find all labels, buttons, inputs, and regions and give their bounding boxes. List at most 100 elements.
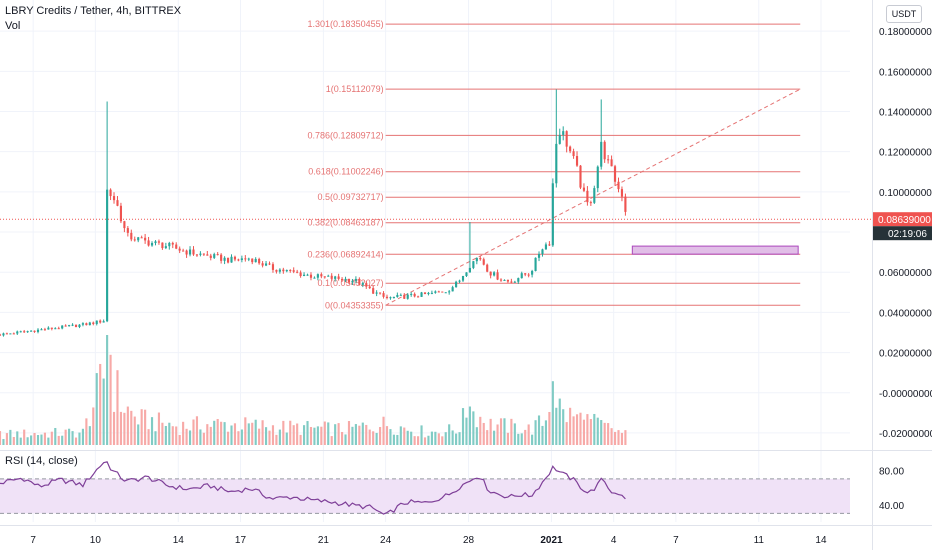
- candle-body: [106, 189, 109, 322]
- volume-bar: [226, 431, 230, 445]
- candle-body: [572, 151, 575, 157]
- volume-bar: [202, 432, 205, 445]
- volume-bar: [524, 429, 527, 445]
- candle-body: [420, 292, 423, 297]
- candle-body: [396, 294, 399, 297]
- volume-bar: [313, 427, 316, 445]
- candle-body: [448, 291, 451, 293]
- volume-bar: [285, 432, 288, 445]
- candle-body: [341, 278, 344, 281]
- currency-button[interactable]: USDT: [886, 5, 922, 23]
- candle-body: [95, 320, 98, 324]
- time-tick-label: 4: [611, 535, 617, 546]
- fibonacci-retracement[interactable]: 0(0.04353355) 0.1(0.05452027) 0.236(0.0689…: [308, 19, 801, 310]
- volume-bar: [337, 423, 340, 445]
- volume-bar: [503, 418, 506, 445]
- time-tick-label: 10: [90, 535, 102, 546]
- volume-bar: [534, 420, 537, 445]
- volume-bar: [240, 429, 243, 445]
- candle-body: [150, 243, 154, 246]
- volume-bar: [302, 425, 306, 445]
- candle-body: [268, 263, 271, 265]
- candle-body: [603, 141, 606, 160]
- candle-body: [36, 329, 40, 332]
- candle-body: [506, 279, 509, 282]
- volume-bar: [123, 412, 126, 445]
- volume-bar: [0, 431, 2, 445]
- candle-body: [57, 328, 60, 330]
- fib-level-label: 1.301(0.18350455): [308, 19, 384, 29]
- volume-bar: [5, 433, 8, 445]
- fib-trend-line: [385, 88, 801, 306]
- candle-body: [19, 331, 22, 333]
- candle-body: [220, 254, 223, 261]
- volume-bar: [36, 435, 40, 445]
- candle-body: [482, 259, 485, 265]
- candle-body: [579, 165, 582, 188]
- volume-bar: [610, 428, 613, 445]
- volume-bar: [406, 430, 409, 445]
- candle-body: [68, 325, 71, 327]
- time-tick-label: 11: [754, 535, 765, 546]
- candle-body: [385, 296, 389, 299]
- candle-body: [427, 292, 430, 295]
- volume-bar: [289, 420, 292, 445]
- volume-bar: [430, 431, 433, 445]
- candle-body: [61, 325, 64, 329]
- volume-bar: [600, 420, 603, 445]
- time-tick-label: 7: [673, 535, 679, 546]
- candle-body: [620, 189, 624, 197]
- candle-body: [140, 237, 143, 239]
- candle-body: [382, 293, 385, 297]
- candle-body: [413, 293, 416, 297]
- volume-bar: [347, 421, 351, 445]
- candle-body: [441, 291, 444, 293]
- candle-body: [472, 261, 475, 268]
- volume-bar: [164, 425, 167, 445]
- volume-bar: [427, 435, 430, 445]
- volume-bar: [458, 432, 461, 445]
- candle-body: [175, 244, 178, 249]
- volume-bar: [71, 431, 74, 445]
- volume-bar: [565, 422, 568, 445]
- volume-bar: [116, 370, 119, 445]
- countdown-value: 02:19:06: [888, 229, 927, 240]
- fib-level-label: 0.786(0.12809712): [308, 130, 384, 140]
- volume-bar: [140, 409, 143, 445]
- volume-bar: [541, 425, 544, 445]
- candle-body: [64, 325, 67, 327]
- volume-bar: [323, 421, 326, 445]
- volume-bar: [396, 434, 399, 445]
- volume-bar: [81, 428, 84, 445]
- volume-bar: [16, 431, 19, 445]
- candle-body: [582, 187, 586, 191]
- volume-bar: [365, 424, 368, 445]
- candle-body: [5, 333, 8, 335]
- candle-body: [434, 291, 437, 293]
- candle-body: [458, 280, 461, 282]
- target-zone-layer[interactable]: [631, 245, 799, 255]
- candle-body: [417, 296, 420, 298]
- price-tick-label: 0.12000000: [879, 148, 932, 159]
- countdown-tag: [873, 226, 932, 241]
- volume-bar: [379, 427, 382, 445]
- volume-bar: [182, 421, 185, 445]
- price-tick-label: 0.14000000: [879, 107, 932, 118]
- volume-bar: [579, 412, 582, 445]
- price-tick-label: 0.06000000: [879, 268, 932, 279]
- volume-bar: [582, 419, 586, 445]
- volume-bar: [247, 423, 250, 445]
- candle-body: [171, 242, 174, 245]
- volume-bar: [417, 436, 420, 445]
- candle-body: [537, 254, 541, 258]
- time-tick-label: 17: [235, 535, 247, 546]
- candle-body: [302, 274, 306, 277]
- volume-bar: [486, 430, 489, 445]
- candle-body: [264, 263, 268, 266]
- volume-bar: [510, 418, 513, 445]
- volume-bar: [444, 432, 447, 445]
- candle-body: [555, 143, 558, 184]
- candle-body: [534, 257, 537, 271]
